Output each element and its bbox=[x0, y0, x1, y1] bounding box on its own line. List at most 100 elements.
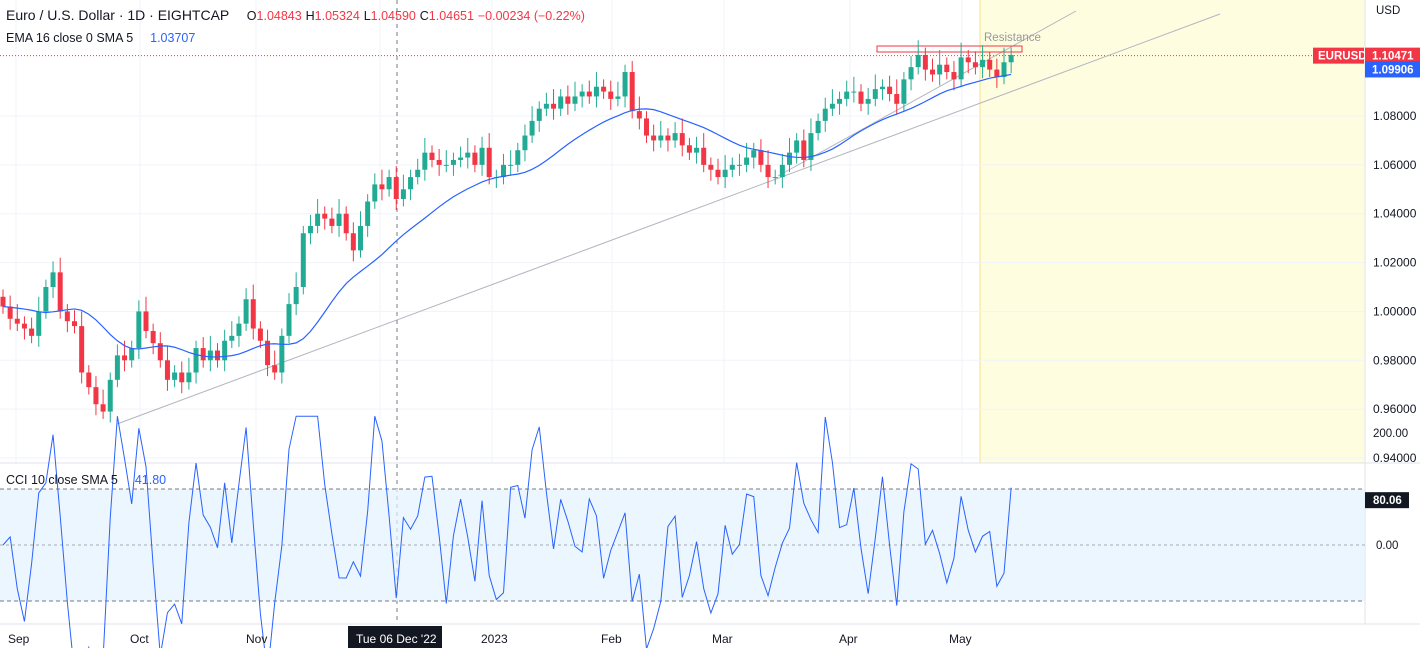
candle-body bbox=[829, 103, 835, 109]
candle-body bbox=[930, 69, 935, 75]
candle-body bbox=[129, 348, 135, 361]
candle-body bbox=[358, 225, 363, 251]
candle-body bbox=[250, 299, 256, 329]
future-highlight-zone bbox=[980, 0, 1365, 463]
price-tick-label: 1.08000 bbox=[1373, 109, 1417, 123]
candle-body bbox=[822, 108, 828, 121]
candle-body bbox=[572, 96, 578, 104]
candle-body bbox=[887, 86, 893, 95]
crosshair-date-label: Tue 06 Dec '22 bbox=[356, 632, 437, 646]
candle-body bbox=[7, 306, 13, 319]
candle-body bbox=[265, 340, 271, 366]
candle-body bbox=[937, 64, 943, 75]
candle-body bbox=[1008, 54, 1014, 63]
candle-body bbox=[658, 135, 664, 141]
candle-body bbox=[172, 372, 178, 380]
time-axis-label: Mar bbox=[712, 632, 733, 646]
candle-body bbox=[336, 213, 342, 226]
candle-body bbox=[701, 147, 707, 165]
candle-body bbox=[529, 120, 535, 136]
candle-body bbox=[651, 135, 657, 141]
candle-body bbox=[114, 355, 120, 380]
candle-body bbox=[958, 57, 964, 80]
candle-body bbox=[293, 287, 299, 305]
candle-body bbox=[815, 120, 821, 134]
candle-body bbox=[57, 272, 63, 312]
ohlc-close-label: C bbox=[419, 9, 429, 23]
candle-body bbox=[558, 96, 564, 109]
candle-body bbox=[922, 54, 928, 70]
candle-body bbox=[229, 335, 235, 341]
candle-body bbox=[43, 287, 49, 312]
candle-body bbox=[422, 152, 428, 170]
candle-body bbox=[787, 152, 792, 165]
candle-body bbox=[779, 164, 785, 178]
ema-legend[interactable]: EMA 16 close 0 SMA 5 1.03707 bbox=[6, 31, 195, 45]
candle-body bbox=[257, 328, 263, 341]
price-tick-label: 1.06000 bbox=[1373, 158, 1417, 172]
candle-body bbox=[79, 326, 85, 373]
candle-body bbox=[987, 59, 993, 70]
trendline-long bbox=[116, 13, 1221, 425]
candle-body bbox=[765, 164, 771, 178]
resistance-label: Resistance bbox=[984, 32, 1041, 44]
candle-body bbox=[200, 348, 206, 361]
candle-body bbox=[515, 150, 521, 165]
candle-body bbox=[601, 86, 607, 92]
last-price-tag-bg bbox=[1365, 47, 1420, 64]
candle-body bbox=[186, 372, 192, 383]
candle-body bbox=[522, 135, 528, 151]
cci-tick-label: 200.00 bbox=[1373, 428, 1408, 440]
candle-body bbox=[429, 152, 435, 160]
currency-label: USD bbox=[1376, 5, 1400, 17]
candle-body bbox=[465, 152, 471, 158]
price-tick-label: 0.94000 bbox=[1373, 451, 1417, 465]
candle-body bbox=[150, 330, 156, 344]
time-axis-label: Nov bbox=[246, 632, 267, 646]
candle-body bbox=[179, 372, 185, 383]
cci-label: CCI 10 close SMA 5 bbox=[6, 473, 118, 487]
candle-body bbox=[400, 189, 406, 200]
candle-body bbox=[72, 321, 77, 327]
time-axis-label: 2023 bbox=[481, 632, 508, 646]
ema-label: EMA 16 close 0 SMA 5 bbox=[6, 31, 134, 45]
candle-body bbox=[386, 177, 392, 190]
candle-body bbox=[21, 323, 27, 329]
candle-body bbox=[436, 159, 442, 165]
price-tick-label: 1.00000 bbox=[1373, 304, 1417, 318]
candle-body bbox=[636, 111, 642, 119]
candle-body bbox=[136, 311, 142, 349]
candle-body bbox=[343, 213, 349, 234]
candle-body bbox=[837, 98, 843, 104]
candle-body bbox=[279, 335, 285, 373]
candle-body bbox=[994, 69, 1000, 77]
candle-body bbox=[36, 311, 42, 336]
candle-body bbox=[479, 147, 485, 165]
time-axis-label: Oct bbox=[130, 632, 149, 646]
candle-body bbox=[579, 91, 585, 97]
candle-body bbox=[872, 89, 878, 99]
candle-body bbox=[315, 213, 321, 226]
candle-body bbox=[300, 233, 306, 287]
cci-line bbox=[2, 415, 1012, 648]
time-axis-label: May bbox=[949, 632, 972, 646]
cci-legend[interactable]: CCI 10 close SMA 5 41.80 bbox=[6, 473, 166, 487]
candle-body bbox=[222, 340, 228, 361]
candle-body bbox=[772, 177, 778, 179]
candle-body bbox=[615, 96, 621, 99]
symbol-title[interactable]: Euro / U.S. Dollar · 1D · EIGHTCAP bbox=[6, 7, 230, 23]
candle-body bbox=[350, 233, 356, 251]
candle-body bbox=[844, 91, 850, 99]
candle-body bbox=[486, 147, 492, 178]
price-tick-label: 0.98000 bbox=[1373, 353, 1417, 367]
candle-body bbox=[322, 213, 328, 219]
candle-body bbox=[608, 91, 614, 99]
candle-body bbox=[1001, 62, 1007, 77]
candle-body bbox=[107, 379, 113, 412]
ema-tag-bg bbox=[1365, 61, 1420, 78]
candle-body bbox=[0, 296, 6, 307]
last-price-tag: 1.10471 bbox=[1372, 51, 1414, 63]
cci-value: 41.80 bbox=[134, 473, 167, 487]
candle-body bbox=[100, 404, 106, 412]
